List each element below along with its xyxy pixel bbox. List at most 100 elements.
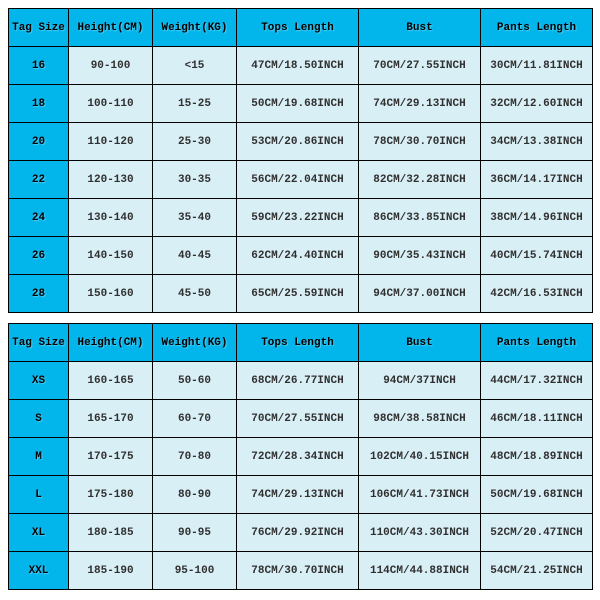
cell: 185-190 — [69, 552, 153, 590]
cell: 180-185 — [69, 514, 153, 552]
cell: 24 — [9, 199, 69, 237]
cell: 30-35 — [153, 161, 237, 199]
cell: 60-70 — [153, 400, 237, 438]
cell: M — [9, 438, 69, 476]
col-weight: Weight(KG) — [153, 324, 237, 362]
cell: 18 — [9, 85, 69, 123]
cell: 46CM/18.11INCH — [481, 400, 593, 438]
cell: XL — [9, 514, 69, 552]
table-row: 18100-11015-2550CM/19.68INCH74CM/29.13IN… — [9, 85, 593, 123]
col-tag-size: Tag Size — [9, 9, 69, 47]
cell: 100-110 — [69, 85, 153, 123]
cell: 78CM/30.70INCH — [359, 123, 481, 161]
cell: 53CM/20.86INCH — [237, 123, 359, 161]
table-row: M170-17570-8072CM/28.34INCH102CM/40.15IN… — [9, 438, 593, 476]
table-header-row: Tag Size Height(CM) Weight(KG) Tops Leng… — [9, 324, 593, 362]
cell: 45-50 — [153, 275, 237, 313]
cell: 120-130 — [69, 161, 153, 199]
cell: 102CM/40.15INCH — [359, 438, 481, 476]
cell: L — [9, 476, 69, 514]
cell: 32CM/12.60INCH — [481, 85, 593, 123]
size-table-kids: Tag Size Height(CM) Weight(KG) Tops Leng… — [8, 8, 593, 313]
cell: 150-160 — [69, 275, 153, 313]
cell: 165-170 — [69, 400, 153, 438]
col-height: Height(CM) — [69, 9, 153, 47]
cell: 78CM/30.70INCH — [237, 552, 359, 590]
cell: 72CM/28.34INCH — [237, 438, 359, 476]
table-row: 20110-12025-3053CM/20.86INCH78CM/30.70IN… — [9, 123, 593, 161]
cell: <15 — [153, 47, 237, 85]
cell: 70-80 — [153, 438, 237, 476]
col-tops-length: Tops Length — [237, 9, 359, 47]
cell: 90CM/35.43INCH — [359, 237, 481, 275]
cell: 50-60 — [153, 362, 237, 400]
table-row: 28150-16045-5065CM/25.59INCH94CM/37.00IN… — [9, 275, 593, 313]
cell: 76CM/29.92INCH — [237, 514, 359, 552]
cell: 28 — [9, 275, 69, 313]
cell: 82CM/32.28INCH — [359, 161, 481, 199]
cell: 68CM/26.77INCH — [237, 362, 359, 400]
table-row: S165-17060-7070CM/27.55INCH98CM/38.58INC… — [9, 400, 593, 438]
cell: 90-100 — [69, 47, 153, 85]
cell: 50CM/19.68INCH — [237, 85, 359, 123]
cell: XS — [9, 362, 69, 400]
cell: 160-165 — [69, 362, 153, 400]
cell: 106CM/41.73INCH — [359, 476, 481, 514]
cell: 36CM/14.17INCH — [481, 161, 593, 199]
cell: 86CM/33.85INCH — [359, 199, 481, 237]
cell: 98CM/38.58INCH — [359, 400, 481, 438]
col-height: Height(CM) — [69, 324, 153, 362]
cell: 54CM/21.25INCH — [481, 552, 593, 590]
cell: 34CM/13.38INCH — [481, 123, 593, 161]
cell: 16 — [9, 47, 69, 85]
cell: 20 — [9, 123, 69, 161]
cell: 65CM/25.59INCH — [237, 275, 359, 313]
cell: 62CM/24.40INCH — [237, 237, 359, 275]
size-table-adults: Tag Size Height(CM) Weight(KG) Tops Leng… — [8, 323, 593, 590]
cell: XXL — [9, 552, 69, 590]
cell: 38CM/14.96INCH — [481, 199, 593, 237]
cell: 90-95 — [153, 514, 237, 552]
table-row: XXL185-19095-10078CM/30.70INCH114CM/44.8… — [9, 552, 593, 590]
cell: 94CM/37.00INCH — [359, 275, 481, 313]
cell: 140-150 — [69, 237, 153, 275]
cell: 42CM/16.53INCH — [481, 275, 593, 313]
cell: 40-45 — [153, 237, 237, 275]
table-row: 22120-13030-3556CM/22.04INCH82CM/32.28IN… — [9, 161, 593, 199]
cell: 15-25 — [153, 85, 237, 123]
col-bust: Bust — [359, 324, 481, 362]
cell: 170-175 — [69, 438, 153, 476]
col-tag-size: Tag Size — [9, 324, 69, 362]
col-bust: Bust — [359, 9, 481, 47]
cell: 52CM/20.47INCH — [481, 514, 593, 552]
col-weight: Weight(KG) — [153, 9, 237, 47]
cell: 80-90 — [153, 476, 237, 514]
cell: 56CM/22.04INCH — [237, 161, 359, 199]
table-gap — [8, 313, 592, 323]
cell: 30CM/11.81INCH — [481, 47, 593, 85]
cell: 70CM/27.55INCH — [359, 47, 481, 85]
table-row: XL180-18590-9576CM/29.92INCH110CM/43.30I… — [9, 514, 593, 552]
cell: 22 — [9, 161, 69, 199]
table-row: 24130-14035-4059CM/23.22INCH86CM/33.85IN… — [9, 199, 593, 237]
col-tops-length: Tops Length — [237, 324, 359, 362]
cell: 110CM/43.30INCH — [359, 514, 481, 552]
table-row: XS160-16550-6068CM/26.77INCH94CM/37INCH4… — [9, 362, 593, 400]
table-row: L175-18080-9074CM/29.13INCH106CM/41.73IN… — [9, 476, 593, 514]
col-pants-length: Pants Length — [481, 9, 593, 47]
table-header-row: Tag Size Height(CM) Weight(KG) Tops Leng… — [9, 9, 593, 47]
cell: 26 — [9, 237, 69, 275]
cell: 70CM/27.55INCH — [237, 400, 359, 438]
cell: 25-30 — [153, 123, 237, 161]
cell: 59CM/23.22INCH — [237, 199, 359, 237]
cell: 130-140 — [69, 199, 153, 237]
cell: 35-40 — [153, 199, 237, 237]
cell: 50CM/19.68INCH — [481, 476, 593, 514]
cell: 40CM/15.74INCH — [481, 237, 593, 275]
cell: S — [9, 400, 69, 438]
cell: 44CM/17.32INCH — [481, 362, 593, 400]
cell: 95-100 — [153, 552, 237, 590]
table-row: 1690-100<1547CM/18.50INCH70CM/27.55INCH3… — [9, 47, 593, 85]
cell: 114CM/44.88INCH — [359, 552, 481, 590]
col-pants-length: Pants Length — [481, 324, 593, 362]
